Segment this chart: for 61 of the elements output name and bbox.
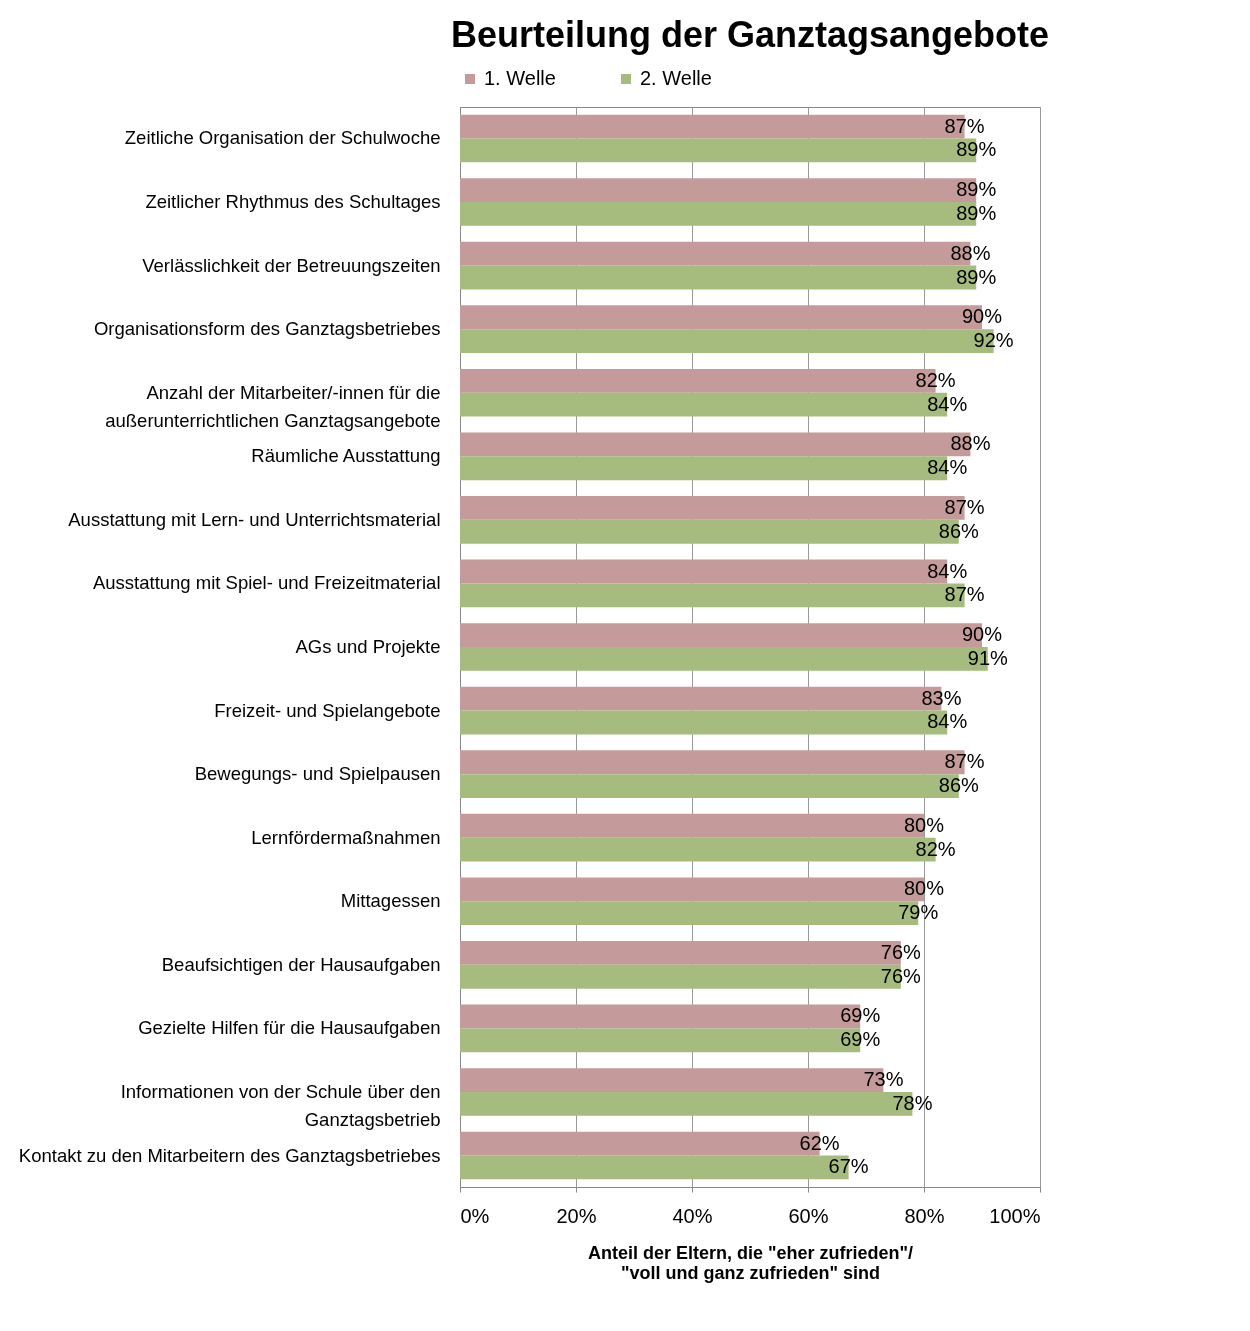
y-tick-label: Organisationsform des Ganztagsbetriebes [93, 318, 441, 340]
data-label: 82% [915, 368, 956, 391]
legend-label: 2. Welle [640, 67, 712, 89]
data-label: 84% [927, 392, 968, 415]
y-tick-label: Zeitliche Organisation der Schulwoche [124, 127, 441, 149]
y-tick-label: Verlässlichkeit der Betreuungszeiten [142, 254, 441, 276]
y-tick-label: Zeitlicher Rhythmus des Schultages [145, 191, 441, 213]
data-label: 80% [903, 877, 945, 900]
data-label: 89% [956, 201, 997, 224]
data-label: 87% [944, 495, 985, 518]
data-label: 84% [927, 456, 968, 479]
data-label: 86% [938, 519, 980, 542]
y-tick-label: Gezielte Hilfen für die Hausaufgaben [138, 1017, 441, 1039]
data-label: 88% [950, 432, 991, 455]
data-label: 80% [903, 813, 945, 836]
data-label: 82% [915, 837, 956, 860]
y-tick-label: Ausstattung mit Spiel- und Freizeitmaterial [92, 572, 441, 594]
data-label: 92% [973, 329, 1014, 352]
data-label: 78% [892, 1091, 933, 1114]
y-tick-label: Kontakt zu den Mitarbeitern des Ganztagsbetriebes [18, 1144, 441, 1166]
data-label: 84% [927, 710, 968, 733]
x-tick-label: 60% [788, 1204, 829, 1227]
data-label: 87% [944, 750, 985, 773]
y-tick-label: Freizeit- und Spielangebote [214, 699, 441, 721]
x-tick-label: 40% [672, 1204, 713, 1227]
y-tick-label: Anzahl der Mitarbeiter/-innen für die außerunterrichtlichen Ganztagsangebote [105, 381, 441, 431]
data-label: 67% [828, 1155, 869, 1178]
x-tick-label: 100% [989, 1204, 1041, 1227]
data-label: 87% [944, 114, 985, 137]
chart-title: Beurteilung der Ganztagsangebote [450, 14, 1050, 55]
y-tick-label: Mittagessen [340, 890, 441, 912]
x-tick-label: 0% [460, 1204, 490, 1227]
data-label: 83% [921, 686, 962, 709]
y-tick-label: Bewegungs- und Spielpausen [194, 763, 441, 785]
data-label: 87% [944, 583, 985, 606]
data-label: 73% [863, 1068, 904, 1091]
y-tick-label: Informationen von der Schule über den Ganztagsbetrieb [120, 1080, 441, 1130]
x-tick-label: 80% [904, 1204, 945, 1227]
data-label: 79% [898, 901, 939, 924]
data-label: 69% [840, 1028, 881, 1051]
data-label: 90% [961, 305, 1003, 328]
y-tick-label: Lernfördermaßnahmen [251, 826, 441, 848]
data-label: 89% [956, 178, 997, 201]
legend-label: 1. Welle [484, 67, 556, 89]
x-axis-title: Anteil der Eltern, die "eher zufrieden"/ "voll und ganz zufrieden" sind [587, 1242, 914, 1283]
y-tick-label: Beaufsichtigen der Hausaufgaben [161, 953, 441, 975]
data-label: 90% [961, 623, 1003, 646]
data-label: 88% [950, 241, 991, 264]
y-tick-label: Räumliche Ausstattung [251, 445, 441, 467]
y-tick-label: AGs und Projekte [295, 636, 441, 657]
data-label: 76% [880, 964, 922, 987]
data-label: 69% [840, 1004, 881, 1027]
data-label: 91% [967, 646, 1009, 669]
data-label: 76% [880, 940, 922, 963]
y-tick-label: Ausstattung mit Lern- und Unterrichtsmaterial [68, 508, 441, 530]
data-label: 89% [956, 138, 997, 161]
data-label: 86% [938, 774, 980, 797]
data-label: 62% [799, 1131, 840, 1154]
data-label: 89% [956, 265, 997, 288]
data-label: 84% [927, 559, 968, 582]
x-tick-label: 20% [556, 1204, 597, 1227]
